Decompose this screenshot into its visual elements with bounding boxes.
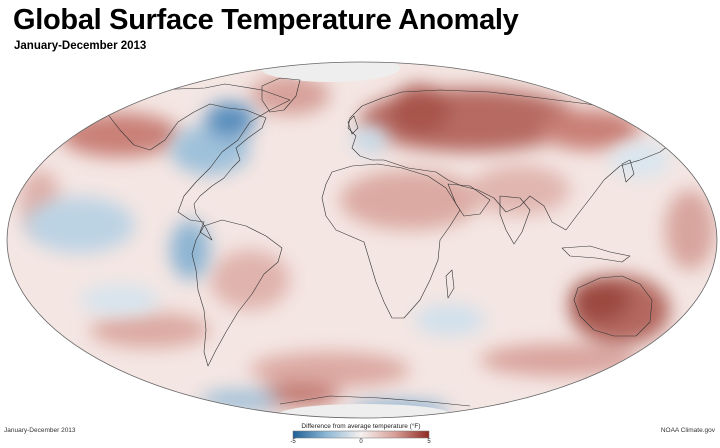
north-america-outline [105, 83, 291, 241]
legend-max-label: 5 [427, 439, 431, 445]
eurasia-outline [347, 89, 677, 231]
africa-outline [321, 163, 461, 319]
new-zealand-outline [679, 329, 691, 351]
page-title: Global Surface Temperature Anomaly [13, 4, 519, 36]
footer-period: January-December 2013 [4, 427, 76, 434]
legend-mid-label: 0 [359, 439, 363, 445]
warm-anomaly-patches [20, 75, 715, 407]
footer-credit: NOAA Climate.gov [660, 427, 715, 434]
south-america-outline [191, 219, 283, 367]
color-legend: Difference from average temperature (°F)… [283, 423, 439, 447]
anomaly-field [7, 62, 717, 418]
arabia-outline [447, 183, 491, 217]
uk-outline [347, 115, 359, 135]
japan-outline [621, 159, 635, 183]
indonesia-outline [561, 245, 631, 263]
antarctica-outline [279, 395, 471, 407]
india-outline [499, 195, 531, 245]
antarctic-no-data [280, 404, 450, 418]
legend-color-bar [292, 430, 430, 439]
legend-min-label: -5 [290, 439, 296, 445]
australia-outline [573, 275, 653, 337]
madagascar-outline [445, 269, 455, 299]
legend-title: Difference from average temperature (°F) [301, 423, 421, 430]
globe-outline [6, 61, 718, 419]
page-subtitle: January-December 2013 [14, 40, 147, 52]
arctic-no-data [260, 62, 400, 82]
greenland-outline [261, 77, 301, 113]
